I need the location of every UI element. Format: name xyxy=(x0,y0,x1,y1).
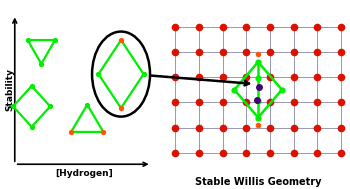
Text: [Hydrogen]: [Hydrogen] xyxy=(55,169,113,178)
Text: Stability: Stability xyxy=(5,68,14,111)
Text: Stable Willis Geometry: Stable Willis Geometry xyxy=(195,177,321,187)
